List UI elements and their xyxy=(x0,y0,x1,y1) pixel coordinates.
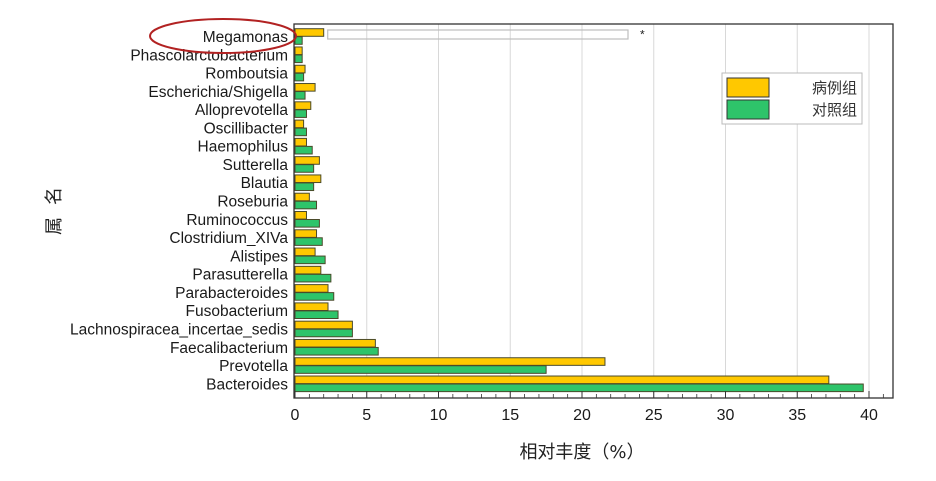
significance-bracket xyxy=(327,29,629,40)
bar-control xyxy=(294,346,379,356)
bar-control xyxy=(294,200,318,210)
bar-case xyxy=(294,211,307,220)
category-label: Blautia xyxy=(241,175,289,192)
significance-asterisk: * xyxy=(640,28,645,42)
significance-annotation: * xyxy=(149,18,645,54)
bar-control xyxy=(294,36,303,45)
legend-swatch xyxy=(726,77,770,98)
x-tick-label: 10 xyxy=(430,407,448,424)
category-label: Lachnospiracea_incertae_sedis xyxy=(70,321,288,338)
category-label: Fusobacterium xyxy=(185,303,288,320)
category-label: Sutterella xyxy=(223,157,289,174)
legend-label: 对照组 xyxy=(812,101,857,119)
bar-control xyxy=(294,219,320,228)
highlight-ellipse xyxy=(149,18,297,54)
bars xyxy=(294,28,864,393)
bar-case xyxy=(294,265,322,275)
x-tick-label: 30 xyxy=(717,407,735,424)
x-axis-title: 相对丰度（%） xyxy=(519,442,644,463)
bar-control xyxy=(294,127,307,137)
bar-case xyxy=(294,357,606,366)
category-label: Romboutsia xyxy=(205,66,288,83)
legend-label: 病例组 xyxy=(812,79,857,97)
category-label: Faecalibacterium xyxy=(170,340,288,357)
y-axis-category-labels: MegamonasPhascolarctobacteriumRomboutsia… xyxy=(70,29,288,393)
x-axis-ticks: 0 5 10 15 20 25 30 35 40 xyxy=(291,391,884,424)
category-label: Roseburia xyxy=(217,194,288,211)
x-tick-label: 0 xyxy=(291,407,300,424)
category-label: Alloprevotella xyxy=(195,102,288,119)
bar-case xyxy=(294,137,307,147)
category-label: Ruminococcus xyxy=(186,212,288,229)
bar-control xyxy=(294,273,332,283)
bar-case xyxy=(294,28,325,37)
x-tick-label: 5 xyxy=(362,407,371,424)
bar-control xyxy=(294,328,353,338)
bar-case xyxy=(294,156,320,165)
category-label: Clostridium_XIVa xyxy=(169,230,288,247)
bar-control xyxy=(294,310,339,319)
category-label: Parasutterella xyxy=(192,267,288,284)
category-label: Bacteroides xyxy=(206,376,288,393)
bar-case xyxy=(294,320,353,330)
bar-case xyxy=(294,64,306,74)
bar-control xyxy=(294,237,323,246)
bar-case xyxy=(294,83,316,92)
bar-control xyxy=(294,383,864,393)
bar-control xyxy=(294,54,303,64)
category-label: Parabacteroides xyxy=(175,285,288,302)
bar-control xyxy=(294,365,547,374)
y-axis-title: 属名 xyxy=(44,175,65,235)
legend-swatch xyxy=(726,99,770,120)
x-tick-label: 20 xyxy=(573,407,591,424)
category-label: Alistipes xyxy=(230,248,288,265)
category-label: Megamonas xyxy=(203,29,289,46)
bar-control xyxy=(294,182,315,192)
category-label: Escherichia/Shigella xyxy=(148,84,288,101)
x-tick-label: 35 xyxy=(788,407,806,424)
bar-case xyxy=(294,375,830,385)
bar-control xyxy=(294,109,307,118)
bar-control xyxy=(294,72,305,82)
bar-control xyxy=(294,255,326,265)
category-label: Oscillibacter xyxy=(204,120,288,137)
category-label: Prevotella xyxy=(219,358,288,375)
bar-case xyxy=(294,284,329,293)
bar-case xyxy=(294,101,312,110)
bar-case xyxy=(294,119,305,129)
bar-control xyxy=(294,164,315,173)
plot-frame xyxy=(293,23,894,399)
x-tick-label: 40 xyxy=(860,407,878,424)
x-tick-label: 25 xyxy=(645,407,663,424)
bar-control xyxy=(294,91,306,100)
bar-case xyxy=(294,192,310,202)
category-label: Haemophilus xyxy=(198,139,289,156)
x-tick-label: 15 xyxy=(501,407,519,424)
bar-case xyxy=(294,338,376,348)
bar-case xyxy=(294,247,316,257)
bar-control xyxy=(294,145,313,155)
bar-case xyxy=(294,302,329,311)
bar-case xyxy=(294,46,303,56)
bar-control xyxy=(294,292,335,301)
bar-case xyxy=(294,174,322,184)
bar-case xyxy=(294,229,318,238)
